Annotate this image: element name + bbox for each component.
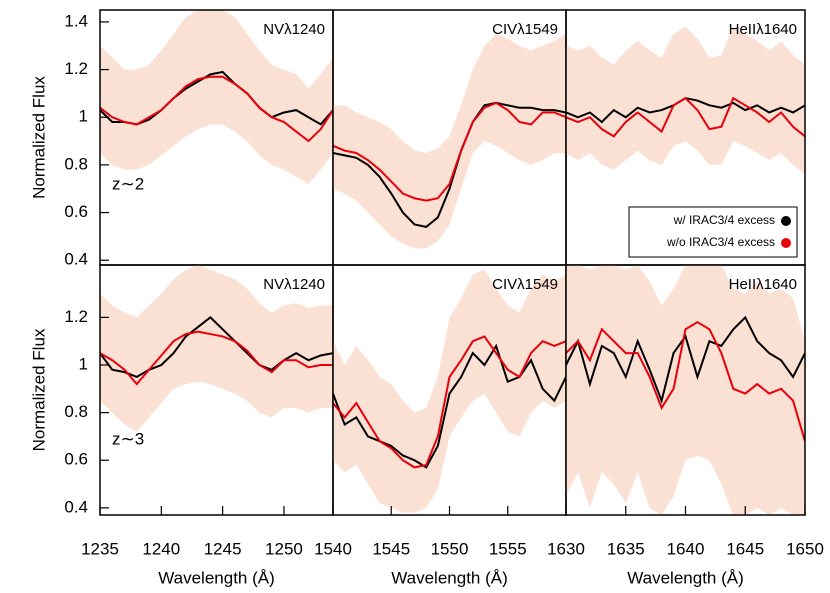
- x-tick-label: 1540: [314, 539, 352, 558]
- x-axis-label: Wavelength (Å): [627, 568, 744, 587]
- line-label: HeIIλ1640: [729, 21, 797, 38]
- panel: [566, 26, 805, 175]
- band: [566, 26, 805, 175]
- panel: [566, 265, 805, 515]
- y-tick-label: 0.4: [64, 250, 88, 269]
- redshift-label: z∼2: [112, 174, 144, 193]
- panel: [100, 10, 333, 184]
- legend-label: w/ IRAC3/4 excess: [673, 213, 775, 227]
- x-tick-label: 1630: [547, 539, 585, 558]
- y-tick-label: 1.2: [64, 59, 88, 78]
- spectrum-line: [100, 75, 333, 143]
- band: [333, 33, 566, 249]
- spectrum-line: [333, 335, 566, 469]
- spectrum-line: [566, 320, 805, 442]
- redshift-label: z∼3: [112, 429, 144, 448]
- spectrum-line: [100, 316, 333, 379]
- line-label: CIVλ1549: [492, 276, 558, 293]
- panel: [333, 33, 566, 249]
- spectrum-line: [333, 101, 566, 202]
- y-axis-label: Normalized Flux: [29, 76, 48, 199]
- spectrum-line: [100, 330, 333, 386]
- x-tick-label: 1645: [726, 539, 764, 558]
- panel: [100, 265, 333, 432]
- x-tick-label: 1235: [81, 539, 119, 558]
- x-tick-label: 1545: [372, 539, 410, 558]
- y-axis-label: Normalized Flux: [29, 328, 48, 451]
- spectrum-line: [333, 101, 566, 228]
- line-label: NVλ1240: [263, 276, 325, 293]
- y-tick-label: 0.6: [64, 450, 88, 469]
- y-tick-label: 0.8: [64, 402, 88, 421]
- line-label: HeIIλ1640: [729, 276, 797, 293]
- band: [566, 265, 805, 515]
- x-tick-label: 1635: [607, 539, 645, 558]
- band: [100, 265, 333, 432]
- panel: [333, 269, 566, 513]
- spectrum-line: [566, 96, 805, 138]
- y-tick-label: 1: [79, 107, 88, 126]
- legend-label: w/o IRAC3/4 excess: [666, 235, 775, 249]
- x-tick-label: 1240: [142, 539, 180, 558]
- y-tick-label: 1.2: [64, 307, 88, 326]
- spectrum-line: [333, 343, 566, 469]
- y-tick-label: 0.4: [64, 497, 88, 516]
- line-label: NVλ1240: [263, 21, 325, 38]
- x-axis-label: Wavelength (Å): [158, 568, 275, 587]
- x-tick-label: 1555: [489, 539, 527, 558]
- y-tick-label: 1: [79, 354, 88, 373]
- spectrum-line: [566, 315, 805, 405]
- y-tick-label: 1.4: [64, 11, 88, 30]
- legend-marker: [781, 238, 791, 248]
- x-tick-label: 1245: [204, 539, 242, 558]
- line-label: CIVλ1549: [492, 21, 558, 38]
- band: [100, 10, 333, 184]
- y-tick-label: 0.8: [64, 154, 88, 173]
- x-tick-label: 1550: [431, 539, 469, 558]
- legend-box: [628, 206, 798, 258]
- y-tick-label: 0.6: [64, 202, 88, 221]
- band: [333, 269, 566, 513]
- x-tick-label: 1640: [667, 539, 705, 558]
- x-tick-label: 1650: [786, 539, 824, 558]
- x-tick-label: 1250: [265, 539, 303, 558]
- x-axis-label: Wavelength (Å): [391, 568, 508, 587]
- legend-marker: [781, 216, 791, 226]
